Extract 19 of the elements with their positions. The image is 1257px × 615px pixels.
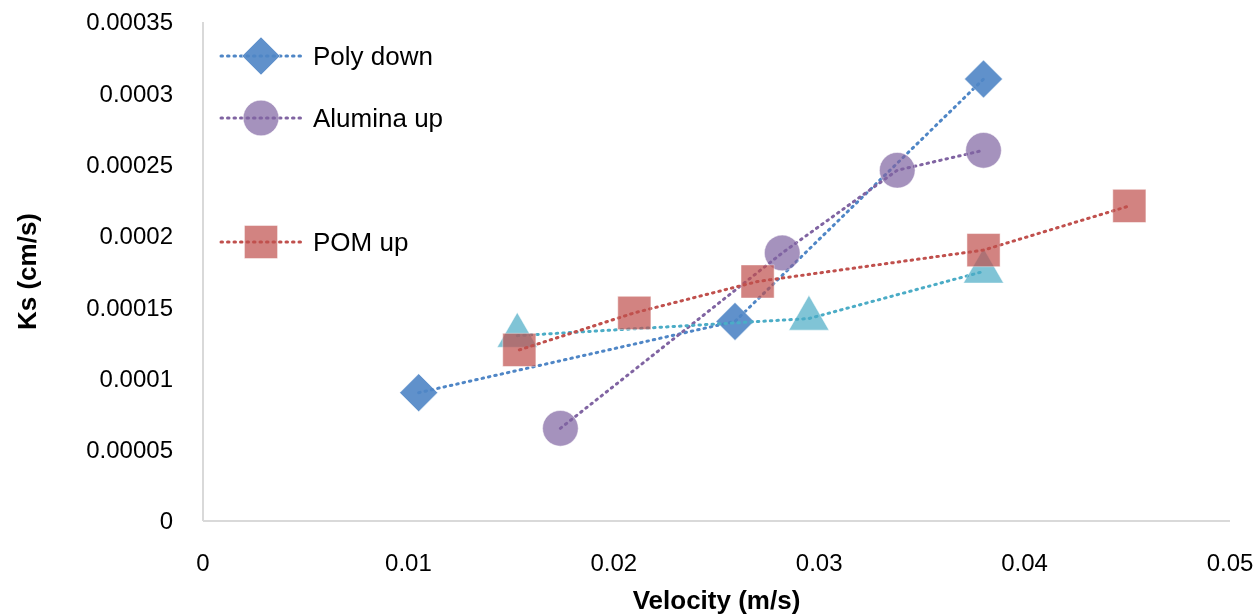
x-tick-label: 0.03 (795, 549, 843, 576)
x-tick-label: 0.02 (590, 549, 638, 576)
y-tick-label: 0.0002 (99, 222, 173, 250)
x-tick-label: 0 (196, 549, 210, 576)
legend-label: Alumina up (313, 103, 444, 134)
legend-label: POM up (313, 227, 409, 258)
x-tick-label: 0.04 (1001, 549, 1048, 576)
x-axis-title: Velocity (m/s) (632, 585, 801, 615)
y-tick-label: 0.00025 (86, 150, 173, 178)
legend-label: Poly down (313, 41, 433, 72)
y-axis-title: Ks (cm/s) (12, 212, 42, 331)
y-tick-label: 0.0003 (99, 79, 173, 107)
y-tick-label: 0.00035 (86, 8, 173, 36)
x-tick-label: 0.05 (1206, 549, 1254, 576)
y-tick-label: 0.0001 (99, 364, 173, 392)
y-tick-label: 0 (159, 507, 173, 535)
x-tick-label: 0.01 (385, 549, 432, 576)
y-tick-label: 0.00005 (86, 436, 173, 464)
y-tick-label: 0.00015 (86, 293, 173, 321)
